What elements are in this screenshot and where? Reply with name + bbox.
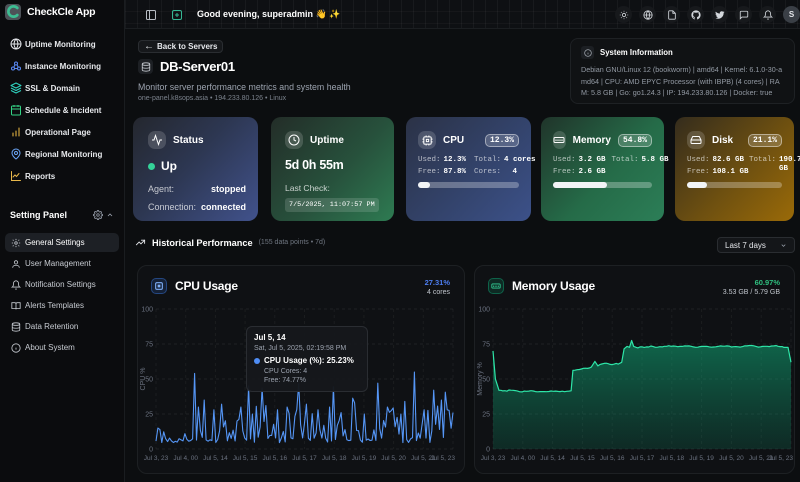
svg-text:Jul 5, 19: Jul 5, 19 <box>689 455 714 462</box>
svg-text:Jul 5, 23: Jul 5, 23 <box>430 455 455 462</box>
svg-text:Jul 5, 15: Jul 5, 15 <box>570 455 595 462</box>
svg-text:0: 0 <box>149 447 153 454</box>
svg-text:Jul 5, 21: Jul 5, 21 <box>411 455 436 462</box>
svg-text:Memory %: Memory % <box>477 362 484 395</box>
svg-text:Jul 3, 23: Jul 3, 23 <box>144 455 169 462</box>
svg-text:Jul 5, 16: Jul 5, 16 <box>263 455 288 462</box>
svg-text:Jul 5, 18: Jul 5, 18 <box>322 455 347 462</box>
svg-text:Jul 4, 00: Jul 4, 00 <box>511 455 536 462</box>
svg-text:25: 25 <box>482 412 490 419</box>
svg-text:0: 0 <box>486 447 490 454</box>
svg-text:Jul 5, 17: Jul 5, 17 <box>292 455 317 462</box>
svg-text:Jul 5, 18: Jul 5, 18 <box>660 455 685 462</box>
svg-text:Jul 5, 14: Jul 5, 14 <box>540 455 565 462</box>
svg-text:100: 100 <box>141 307 153 314</box>
svg-text:CPU %: CPU % <box>140 368 147 391</box>
svg-text:50: 50 <box>482 377 490 384</box>
svg-text:Jul 5, 23: Jul 5, 23 <box>768 455 793 462</box>
svg-text:25: 25 <box>145 412 153 419</box>
svg-text:100: 100 <box>478 307 490 314</box>
svg-text:50: 50 <box>145 377 153 384</box>
svg-text:Jul 5, 16: Jul 5, 16 <box>600 455 625 462</box>
svg-text:75: 75 <box>482 342 490 349</box>
svg-text:Jul 4, 00: Jul 4, 00 <box>173 455 198 462</box>
svg-text:Jul 5, 21: Jul 5, 21 <box>749 455 774 462</box>
svg-text:Jul 3, 23: Jul 3, 23 <box>481 455 506 462</box>
svg-text:Jul 5, 17: Jul 5, 17 <box>630 455 655 462</box>
svg-text:Jul 5, 15: Jul 5, 15 <box>233 455 258 462</box>
svg-text:75: 75 <box>145 342 153 349</box>
svg-text:Jul 5, 20: Jul 5, 20 <box>381 455 406 462</box>
svg-text:Jul 5, 20: Jul 5, 20 <box>719 455 744 462</box>
svg-text:Jul 5, 14: Jul 5, 14 <box>203 455 228 462</box>
svg-text:Jul 5, 19: Jul 5, 19 <box>352 455 377 462</box>
